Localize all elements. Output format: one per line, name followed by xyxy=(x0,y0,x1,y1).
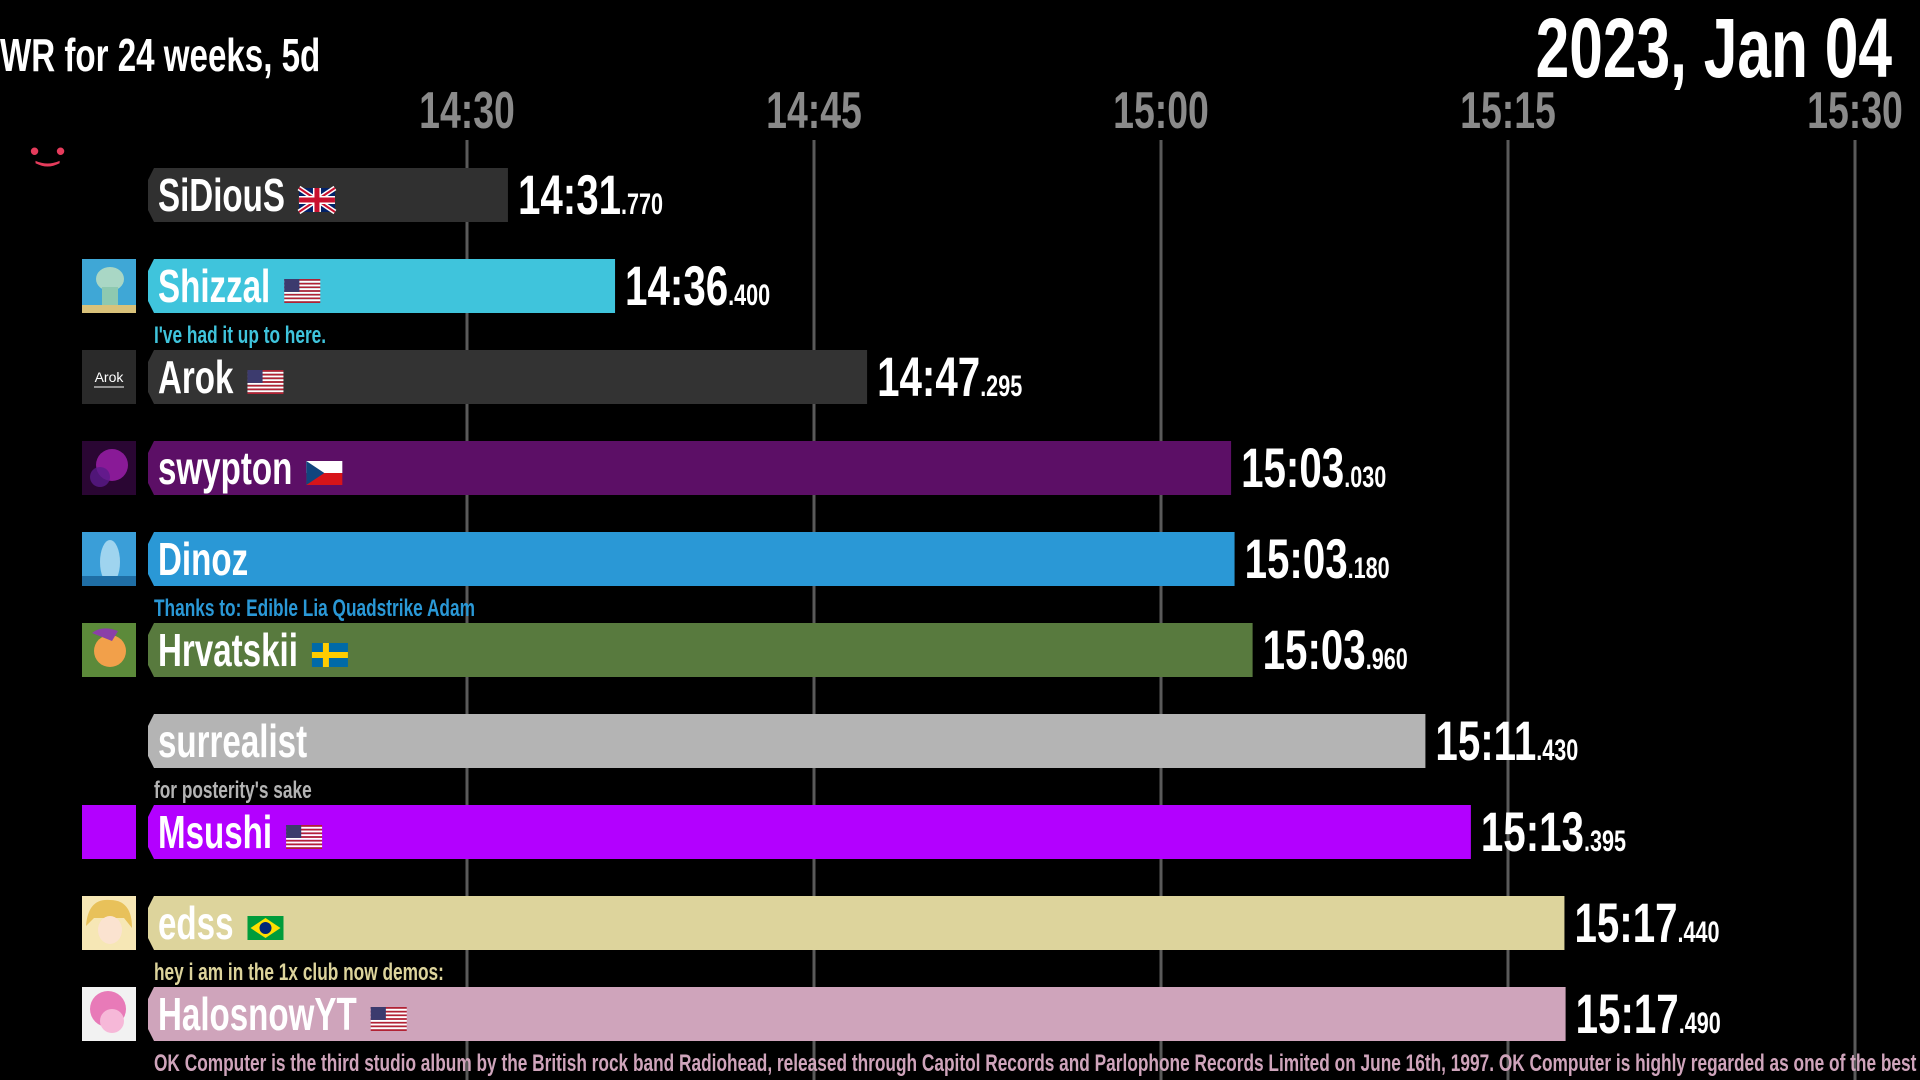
bar-name-label: swypton xyxy=(158,444,292,494)
date-label: 2023, Jan 04 xyxy=(1535,1,1892,95)
squidward-avatar xyxy=(82,259,136,313)
bar-name-label: Hrvatskii xyxy=(158,626,298,676)
pony-orange-avatar xyxy=(82,623,136,677)
purple-square xyxy=(82,805,136,859)
bar xyxy=(148,350,868,404)
x-tick-label: 15:00 xyxy=(1113,81,1209,140)
bar-row: swypton 15:03.030 xyxy=(82,438,1386,500)
nebula-avatar xyxy=(82,441,136,495)
bar-value-label: 14:47.295 xyxy=(877,347,1022,409)
bar-comment: OK Computer is the third studio album by… xyxy=(154,1050,1920,1076)
x-tick-label: 14:30 xyxy=(419,81,515,140)
bar xyxy=(148,896,1565,950)
flag-us-icon xyxy=(286,825,323,849)
flag-us-icon xyxy=(284,279,321,303)
x-tick-label: 15:15 xyxy=(1460,81,1556,140)
bar-name-label: edss xyxy=(158,899,233,949)
bars: SiDiouS 14:31.770 Shizzal 14:36.400 I've had… xyxy=(82,165,1920,1077)
bar xyxy=(148,805,1471,859)
bar-row: Msushi 15:13.395 xyxy=(82,802,1626,864)
dolphin-avatar xyxy=(82,532,136,586)
bar-comment: for posterity's sake xyxy=(154,777,312,803)
bar xyxy=(148,532,1235,586)
bar-name-label: SiDiouS xyxy=(158,171,285,221)
bar-comment: I've had it up to here. xyxy=(154,322,326,348)
bar-value-label: 15:17.440 xyxy=(1574,893,1719,955)
bar-value-label: 15:13.395 xyxy=(1481,802,1626,864)
pinkie-pie-avatar xyxy=(82,987,136,1041)
x-tick-label: 14:45 xyxy=(766,81,862,140)
flag-us-icon xyxy=(370,1007,407,1031)
bar-value-label: 15:17.490 xyxy=(1576,984,1721,1046)
bar-row: edss 15:17.440 hey i am in the 1x club now… xyxy=(82,893,1720,986)
bar-row: surrealist 15:11.430 for posterity's sake xyxy=(148,711,1578,804)
bar-row: Dinoz 15:03.180 Thanks to: Edible Lia Quad… xyxy=(82,529,1390,622)
bar-name-label: Shizzal xyxy=(158,262,270,312)
bar xyxy=(148,441,1232,495)
bar-value-label: 15:11.430 xyxy=(1435,711,1578,773)
bar xyxy=(148,259,616,313)
bar-value-label: 15:03.960 xyxy=(1263,620,1408,682)
x-tick-label: 15:30 xyxy=(1807,81,1903,140)
x-tick-labels: 14:30 14:45 15:00 15:15 15:30 xyxy=(419,81,1903,140)
bar xyxy=(148,623,1253,677)
bar-row: Shizzal 14:36.400 I've had it up to here. xyxy=(82,256,770,349)
bar-value-label: 14:36.400 xyxy=(625,256,770,318)
emoticon-decoration: •‿• xyxy=(30,136,65,166)
bar xyxy=(148,714,1426,768)
bar-row: HalosnowYT 15:17.490 OK Computer is the th… xyxy=(82,984,1920,1077)
bar-name-label: surrealist xyxy=(158,717,307,767)
svg-text:Arok: Arok xyxy=(95,369,125,385)
bar xyxy=(148,987,1566,1041)
flag-br-icon xyxy=(247,916,284,940)
chart-title: WR for 24 weeks, 5d xyxy=(0,29,321,81)
bar-value-label: 15:03.030 xyxy=(1241,438,1386,500)
bar-name-label: HalosnowYT xyxy=(158,990,357,1040)
arok-logo: Arok xyxy=(82,350,136,404)
bar-name-label: Msushi xyxy=(158,808,272,858)
flag-us-icon xyxy=(247,370,284,394)
bar-row: Arok Arok 14:47.295 xyxy=(82,347,1022,409)
flag-se-icon xyxy=(311,643,348,667)
anime-blonde-avatar xyxy=(82,896,136,950)
flag-gb-icon xyxy=(297,185,337,215)
bar-comment: hey i am in the 1x club now demos: xyxy=(154,959,444,985)
bar-name-label: Arok xyxy=(158,353,234,403)
bar-row: Hrvatskii 15:03.960 xyxy=(82,620,1408,682)
bar-value-label: 15:03.180 xyxy=(1245,529,1390,591)
bar-comment: Thanks to: Edible Lia Quadstrike Adam xyxy=(154,595,475,621)
bar-value-label: 14:31.770 xyxy=(518,165,663,227)
bar-row: SiDiouS 14:31.770 xyxy=(148,165,663,227)
flag-cz-icon xyxy=(306,461,343,485)
bar-name-label: Dinoz xyxy=(158,535,248,585)
